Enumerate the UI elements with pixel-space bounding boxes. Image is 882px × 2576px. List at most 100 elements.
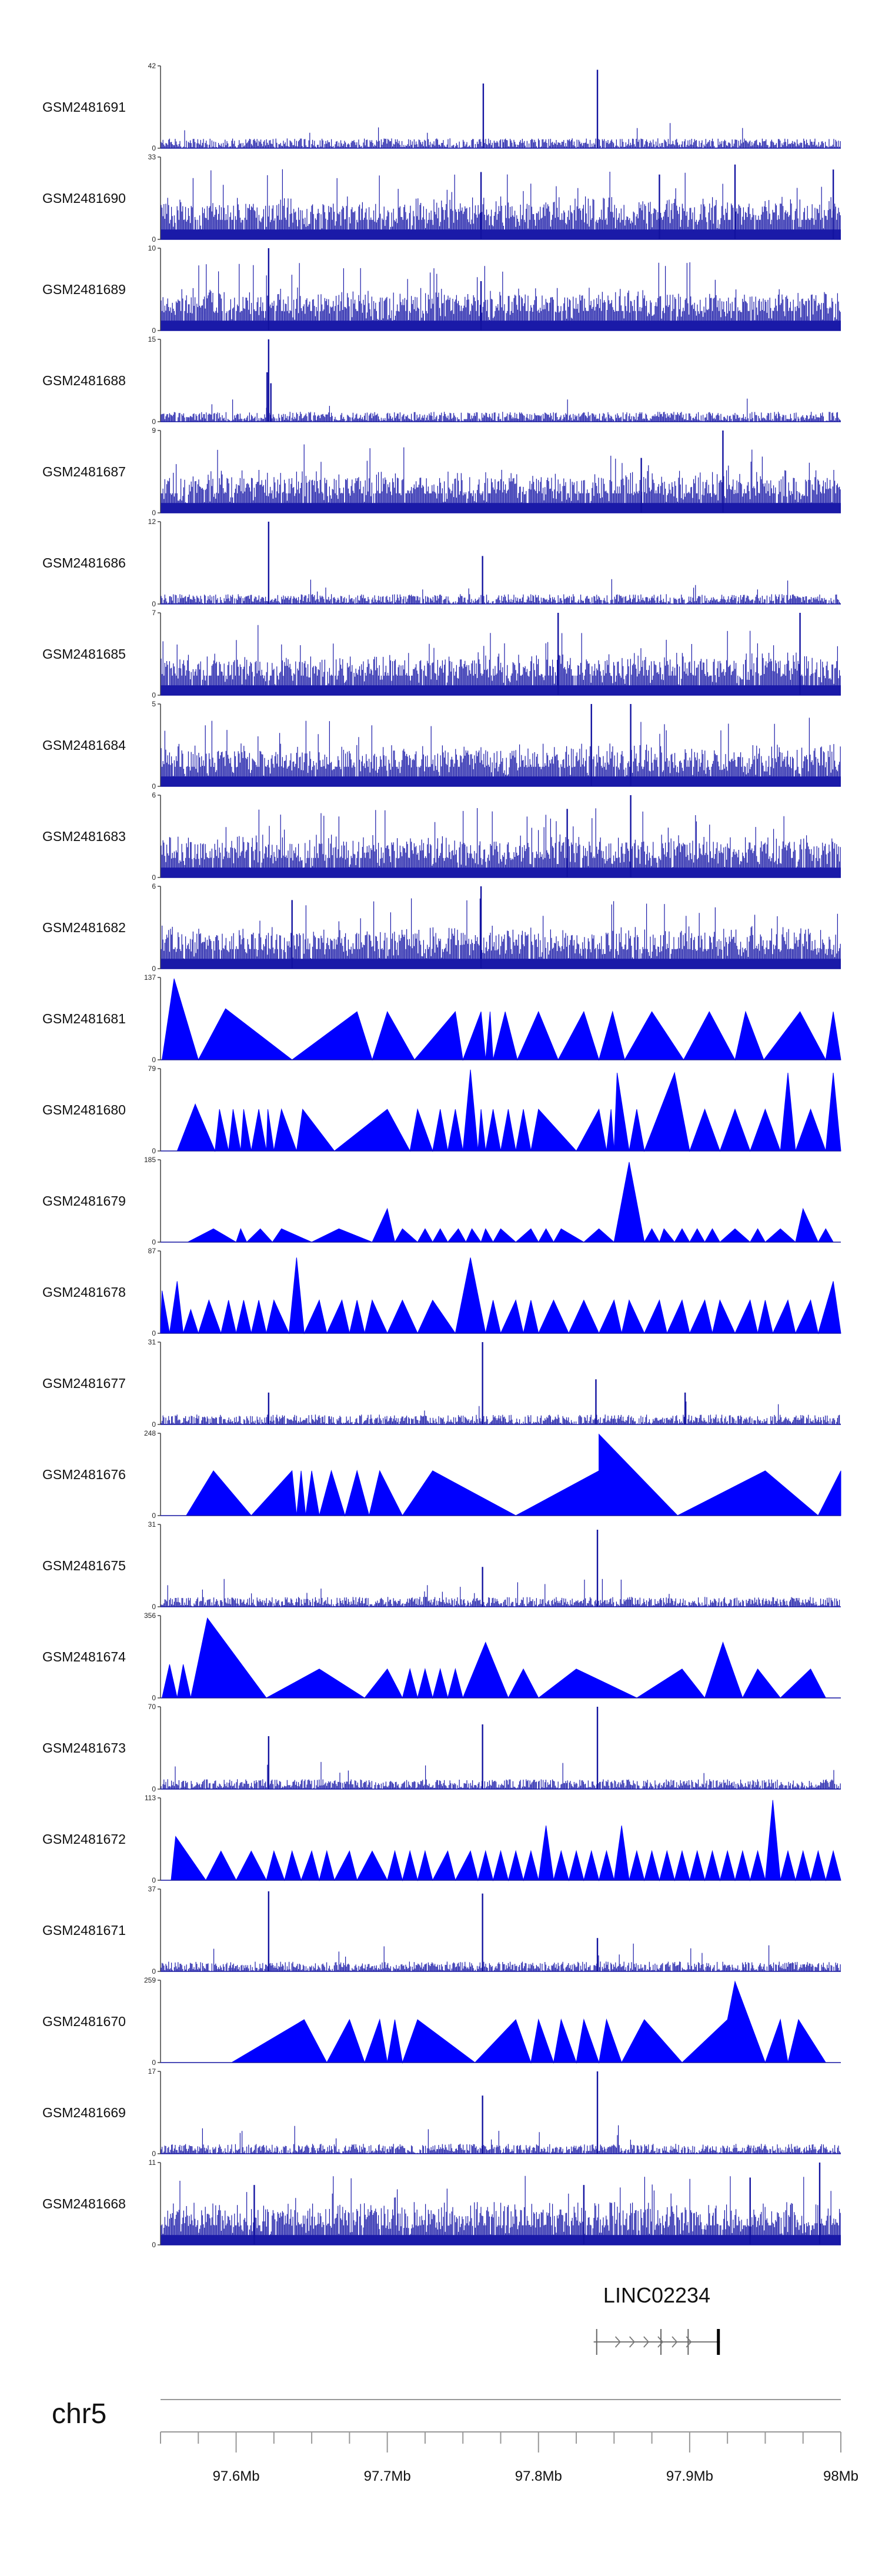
y-tick-max: 137: [144, 973, 156, 982]
y-tick-min: 0: [152, 144, 156, 152]
y-tick-max: 70: [148, 1703, 156, 1711]
coverage-area: [162, 978, 841, 1061]
coverage-area: [161, 1617, 827, 1699]
coverage-floor: [161, 959, 841, 969]
track-label: GSM2481674: [42, 1649, 126, 1664]
track-GSM2481668: GSM2481668 11 0: [42, 2158, 841, 2249]
y-tick-max: 10: [148, 244, 156, 252]
y-tick-min: 0: [152, 782, 156, 790]
track-GSM2481687: GSM2481687 9 0: [42, 426, 841, 517]
y-tick-max: 79: [148, 1065, 156, 1073]
track-label: GSM2481686: [42, 555, 126, 570]
coverage-bars: [161, 625, 841, 695]
track-GSM2481686: GSM2481686 12 0: [42, 518, 841, 608]
y-tick-min: 0: [152, 691, 156, 699]
x-tick-label: 97.7Mb: [364, 2468, 411, 2484]
y-tick-min: 0: [152, 1329, 156, 1337]
coverage-bars: [161, 1943, 841, 1971]
y-tick-max: 33: [148, 153, 156, 161]
track-GSM2481675: GSM2481675 31 0: [42, 1520, 841, 1611]
track-label: GSM2481682: [42, 920, 126, 935]
coverage-floor: [161, 2235, 841, 2245]
track-GSM2481689: GSM2481689 10 0: [42, 244, 841, 335]
track-GSM2481690: GSM2481690 33 0: [42, 153, 841, 243]
y-tick-min: 0: [152, 1238, 156, 1246]
track-GSM2481682: GSM2481682 6 0: [42, 882, 841, 973]
coverage-floor: [161, 867, 841, 877]
track-GSM2481681: GSM2481681 137 0: [42, 973, 841, 1064]
chromosome-label: chr5: [52, 2398, 106, 2430]
track-label: GSM2481680: [42, 1102, 126, 1117]
coverage-area: [160, 1257, 841, 1334]
gene-label: LINC02234: [603, 2283, 710, 2307]
coverage-floor: [161, 503, 841, 513]
track-label: GSM2481687: [42, 464, 126, 479]
y-tick-min: 0: [152, 1420, 156, 1429]
coverage-bars: [161, 1402, 841, 1424]
y-tick-max: 185: [144, 1156, 156, 1164]
coverage-area: [230, 1980, 827, 2064]
coverage-area: [176, 1069, 841, 1152]
track-GSM2481683: GSM2481683 6 0: [42, 791, 841, 882]
x-tick-label: 98Mb: [823, 2468, 858, 2484]
y-tick-min: 0: [152, 1876, 156, 1884]
y-tick-max: 31: [148, 1520, 156, 1529]
track-label: GSM2481688: [42, 373, 126, 388]
gene-model: [593, 2329, 720, 2355]
y-tick-max: 31: [148, 1338, 156, 1346]
track-GSM2481685: GSM2481685 7 0: [42, 609, 841, 699]
coverage-area: [171, 1800, 841, 1881]
track-GSM2481679: GSM2481679 185 0: [42, 1156, 841, 1246]
track-label: GSM2481678: [42, 1284, 126, 1300]
strand-arrow-icon: [686, 2336, 692, 2348]
y-tick-min: 0: [152, 2150, 156, 2158]
y-tick-min: 0: [152, 1967, 156, 1976]
strand-arrow-icon: [614, 2336, 621, 2348]
coverage-bars: [161, 1579, 841, 1607]
track-label: GSM2481684: [42, 738, 126, 753]
y-tick-min: 0: [152, 1511, 156, 1520]
track-label: GSM2481673: [42, 1740, 126, 1756]
y-tick-max: 42: [148, 62, 156, 70]
track-label: GSM2481685: [42, 646, 126, 662]
track-GSM2481674: GSM2481674 356 0: [42, 1611, 841, 1702]
coverage-bars: [161, 808, 841, 877]
track-label: GSM2481681: [42, 1011, 126, 1026]
track-GSM2481688: GSM2481688 15 0: [42, 335, 841, 426]
strand-arrow-icon: [657, 2336, 664, 2348]
track-GSM2481676: GSM2481676 248 0: [42, 1429, 841, 1520]
y-tick-max: 259: [144, 1976, 156, 1984]
y-tick-max: 37: [148, 1885, 156, 1893]
track-label: GSM2481690: [42, 191, 126, 206]
coverage-area: [185, 1433, 841, 1517]
y-tick-max: 6: [152, 882, 156, 890]
track-label: GSM2481670: [42, 2014, 126, 2029]
coverage-area: [188, 1162, 834, 1243]
track-GSM2481672: GSM2481672 113 0: [42, 1794, 841, 1884]
gene-annotation-track: LINC02234: [593, 2283, 720, 2355]
track-label: GSM2481675: [42, 1558, 126, 1573]
y-tick-max: 9: [152, 426, 156, 435]
coverage-bars: [161, 579, 841, 604]
y-tick-max: 87: [148, 1247, 156, 1255]
track-GSM2481669: GSM2481669 17 0: [42, 2067, 841, 2158]
coverage-floor: [161, 776, 841, 786]
y-tick-max: 7: [152, 609, 156, 617]
strand-arrow-icon: [671, 2336, 678, 2348]
track-label: GSM2481677: [42, 1376, 126, 1391]
y-tick-min: 0: [152, 965, 156, 973]
track-GSM2481691: GSM2481691 42 0: [42, 62, 841, 152]
y-tick-min: 0: [152, 1694, 156, 1702]
y-tick-max: 6: [152, 791, 156, 799]
x-tick-label: 97.9Mb: [666, 2468, 713, 2484]
coverage-bars: [161, 2125, 841, 2154]
y-tick-max: 12: [148, 518, 156, 526]
track-label: GSM2481691: [42, 99, 126, 115]
track-label: GSM2481683: [42, 829, 126, 844]
coverage-floor: [161, 229, 841, 239]
y-tick-min: 0: [152, 326, 156, 335]
coverage-bars: [161, 444, 841, 513]
coverage-bars: [161, 398, 841, 422]
strand-arrow-icon: [629, 2336, 635, 2348]
y-tick-min: 0: [152, 1785, 156, 1793]
